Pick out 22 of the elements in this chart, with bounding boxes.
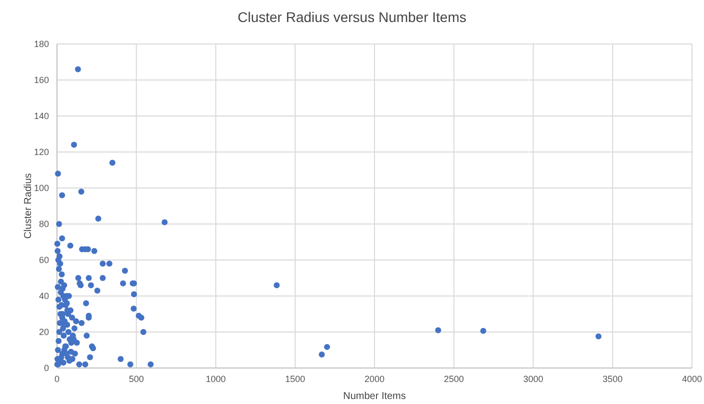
x-tick-label: 0 [54, 374, 60, 384]
y-tick-label: 100 [34, 183, 49, 193]
y-tick-label: 180 [34, 39, 49, 49]
x-tick-label: 1000 [206, 374, 226, 384]
y-tick-label: 140 [34, 111, 49, 121]
y-tick-label: 60 [38, 255, 49, 265]
x-axis-title: Number Items [343, 391, 406, 402]
y-tick-label: 20 [38, 327, 49, 337]
y-tick-label: 0 [44, 363, 49, 373]
x-tick-label: 2500 [444, 374, 464, 384]
y-tick-label: 120 [34, 147, 49, 157]
x-tick-label: 500 [128, 374, 144, 384]
x-tick-label: 1500 [285, 374, 306, 384]
x-tick-label: 3000 [523, 374, 544, 384]
y-tick-label: 160 [34, 75, 49, 85]
chart-title: Cluster Radius versus Number Items [238, 9, 466, 25]
x-tick-label: 4000 [682, 374, 702, 384]
x-tick-label: 3500 [602, 374, 623, 384]
y-tick-label: 80 [38, 219, 49, 229]
y-axis-title: Cluster Radius [23, 173, 34, 239]
y-tick-label: 40 [38, 291, 49, 301]
x-tick-label: 2000 [364, 374, 385, 384]
